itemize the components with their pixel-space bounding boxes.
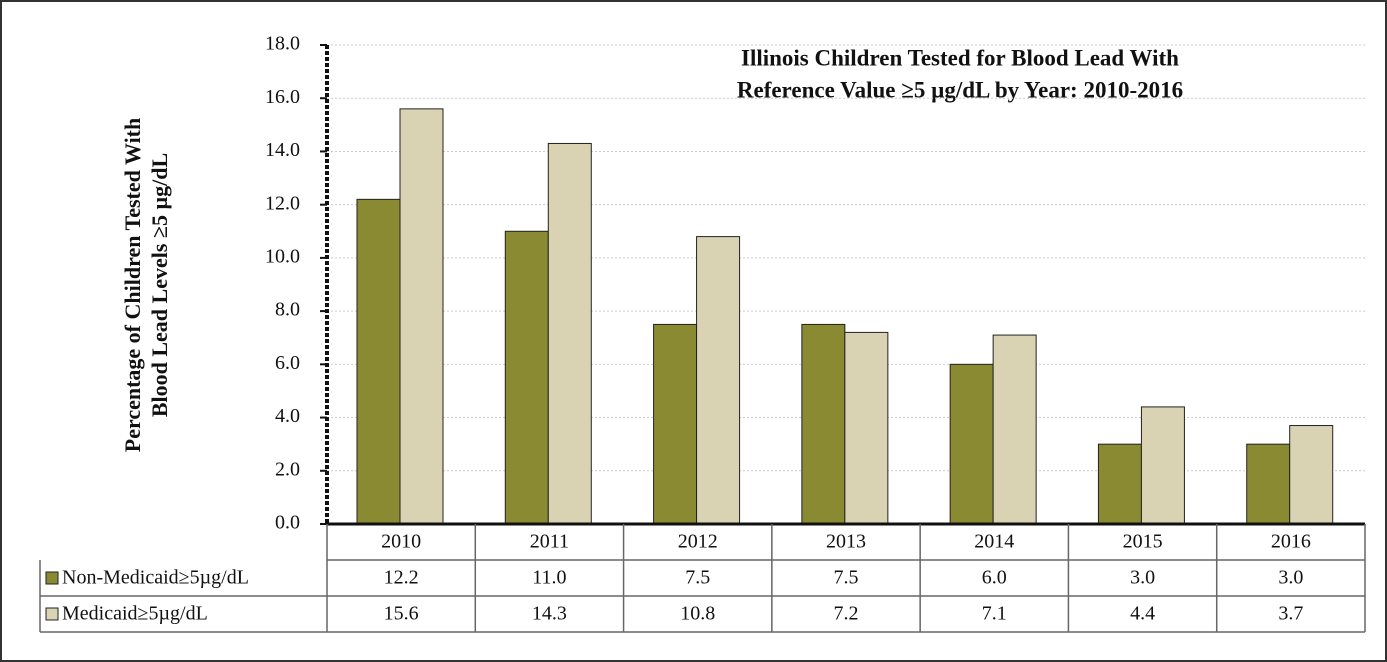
legend-swatch (45, 571, 59, 585)
table-value: 15.6 (384, 603, 419, 625)
table-value: 7.5 (685, 567, 710, 589)
bar (1246, 443, 1291, 525)
bar (801, 323, 846, 525)
x-tick-label: 2016 (1271, 531, 1311, 553)
table-value: 14.3 (532, 603, 567, 625)
y-tick-label: 16.0 (265, 86, 300, 108)
y-tick-label: 6.0 (275, 352, 300, 374)
bar (504, 230, 549, 525)
y-tick-label: 18.0 (265, 33, 300, 55)
y-axis-label: Blood Lead Levels ≥5 µg/dL (147, 153, 172, 417)
table-value: 3.0 (1130, 567, 1155, 589)
bar (547, 142, 592, 525)
legend-label: Non-Medicaid≥5µg/dL (62, 567, 249, 589)
table-value: 12.2 (384, 567, 419, 589)
y-tick-label: 14.0 (265, 139, 300, 161)
bar (844, 331, 889, 525)
legend-label: Medicaid≥5µg/dL (62, 603, 208, 625)
bar (949, 363, 994, 525)
table-value: 11.0 (532, 567, 566, 589)
table-value: 7.1 (982, 603, 1007, 625)
table-value: 7.5 (834, 567, 859, 589)
x-tick-label: 2012 (678, 531, 718, 553)
y-tick-label: 12.0 (265, 192, 300, 214)
x-tick-label: 2011 (530, 531, 569, 553)
y-tick-label: 2.0 (275, 458, 300, 480)
table-value: 4.4 (1130, 603, 1155, 625)
y-tick-label: 10.0 (265, 245, 300, 267)
bar (1289, 425, 1334, 525)
bar (1097, 443, 1142, 525)
bar (399, 108, 444, 525)
table-value: 7.2 (834, 603, 859, 625)
x-tick-label: 2015 (1123, 531, 1163, 553)
bar (1140, 406, 1185, 525)
x-tick-label: 2010 (381, 531, 421, 553)
x-tick-label: 2014 (974, 531, 1014, 553)
table-value: 3.7 (1278, 603, 1303, 625)
table-value: 10.8 (680, 603, 715, 625)
bar (696, 236, 741, 525)
y-tick-label: 0.0 (275, 512, 300, 534)
bar (992, 334, 1037, 525)
table-value: 6.0 (982, 567, 1007, 589)
legend-swatch (45, 607, 59, 621)
bar (356, 198, 401, 525)
chart-title: Illinois Children Tested for Blood Lead … (741, 45, 1179, 70)
x-tick-label: 2013 (826, 531, 866, 553)
y-tick-label: 8.0 (275, 299, 300, 321)
bar (653, 323, 698, 525)
table-value: 3.0 (1278, 567, 1303, 589)
y-tick-label: 4.0 (275, 405, 300, 427)
y-axis-label: Percentage of Children Tested With (120, 118, 145, 453)
